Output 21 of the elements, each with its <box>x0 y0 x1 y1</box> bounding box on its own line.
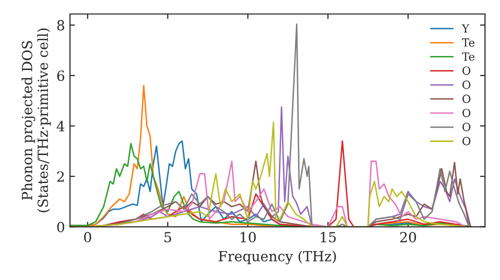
legend-label: Te <box>462 52 474 61</box>
legend-label: O <box>462 122 470 132</box>
x-axis-title: Frequency (THz) <box>218 250 336 264</box>
legend-label: O <box>462 94 470 104</box>
x-tick-label: 10 <box>240 232 256 242</box>
x-tick-label: 20 <box>400 232 416 242</box>
x-tick-label: 15 <box>320 232 336 242</box>
legend-label: Te <box>462 38 474 47</box>
legend-label: O <box>462 136 470 146</box>
x-tick-label: 0 <box>84 232 92 242</box>
legend-label: O <box>462 66 470 75</box>
legend-label: O <box>462 80 470 89</box>
y-tick-label: 2 <box>57 171 64 182</box>
y-tick-label: 6 <box>57 70 64 81</box>
legend-label: O <box>462 108 470 118</box>
y-tick-label: 0 <box>57 222 64 232</box>
legend-label: Y <box>462 24 470 32</box>
y-tick-label: 4 <box>56 120 64 132</box>
y-tick-label: 8 <box>57 20 64 31</box>
x-tick-label: 5 <box>164 232 172 242</box>
y-axis-title: Phonon projected DOS (States/THz·primitive cell) <box>22 28 51 212</box>
